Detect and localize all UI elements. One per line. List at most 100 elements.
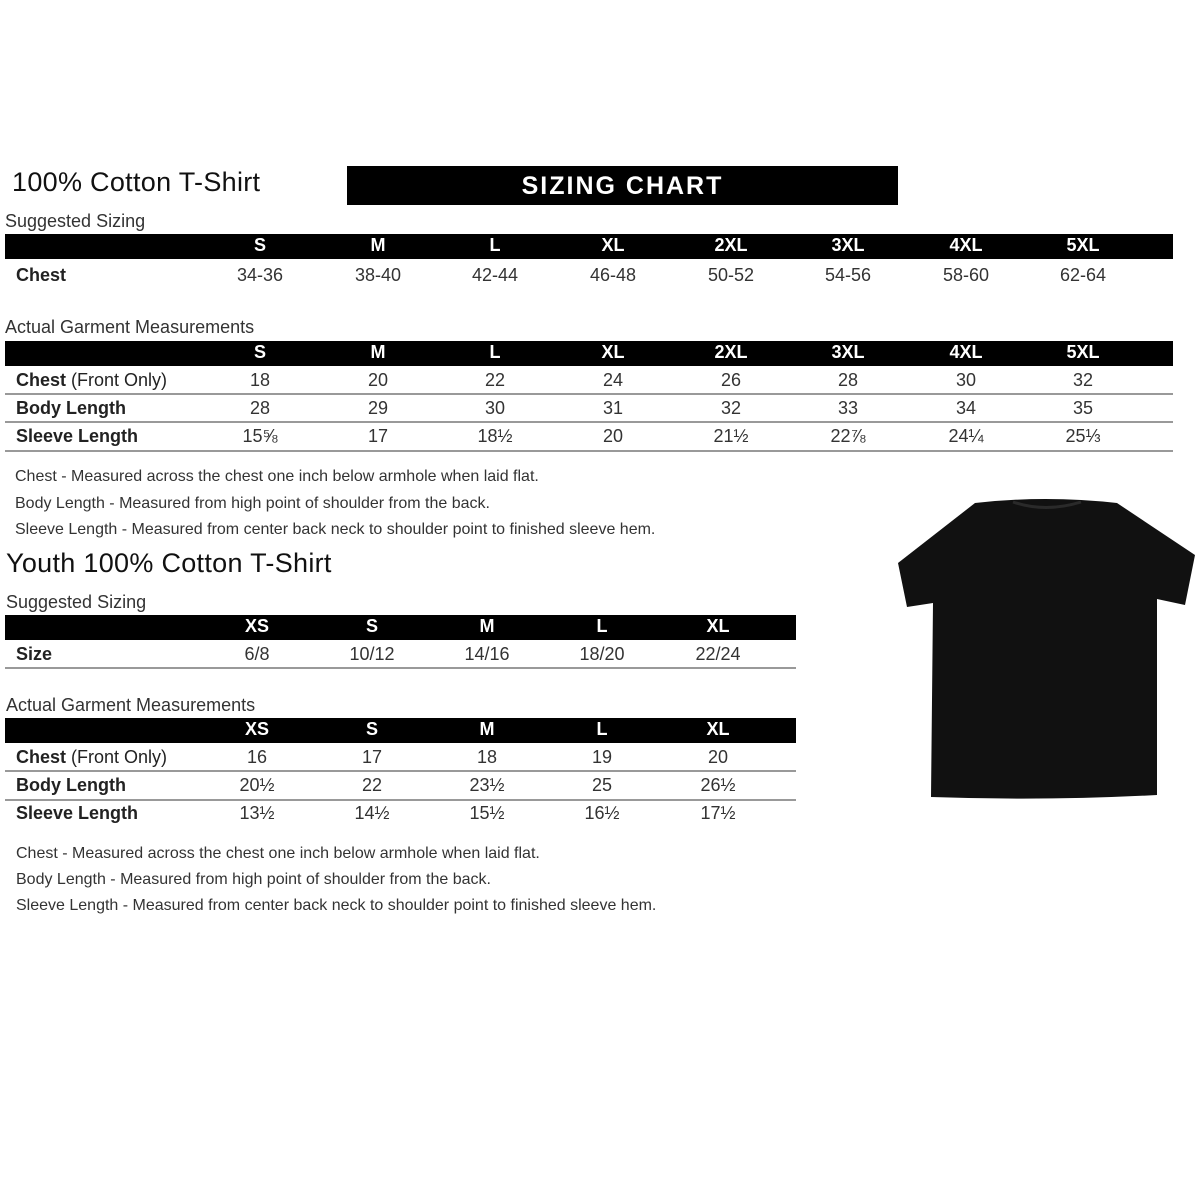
table-cell: 18½: [477, 426, 513, 446]
size-header: L: [489, 235, 501, 255]
size-header: 2XL: [714, 342, 748, 362]
header-bar: [5, 718, 796, 743]
row-label-main: Body Length: [16, 398, 126, 418]
black-tshirt-icon: [898, 499, 1195, 799]
table-cell: 62-64: [1059, 265, 1107, 285]
size-header: S: [253, 235, 267, 255]
row-label: Size: [16, 644, 52, 665]
note-line: Chest - Measured across the chest one in…: [16, 845, 540, 862]
row-label: Chest (Front Only): [16, 370, 167, 391]
size-header: L: [596, 616, 608, 636]
row-label-main: Sleeve Length: [16, 803, 139, 823]
adult-title: 100% Cotton T-Shirt: [12, 167, 261, 197]
size-header: S: [253, 342, 267, 362]
size-header: XL: [601, 235, 625, 255]
table-cell: 22/24: [695, 644, 741, 664]
note-line: Body Length - Measured from high point o…: [16, 871, 491, 888]
row-separator: [5, 667, 796, 669]
size-header: L: [489, 342, 501, 362]
row-label: Body Length: [16, 398, 126, 419]
table-cell: 17: [361, 747, 383, 767]
table-cell: 13½: [239, 803, 275, 823]
row-separator: [5, 770, 796, 772]
size-header: S: [365, 616, 379, 636]
size-header: 2XL: [714, 235, 748, 255]
table-cell: 15⅝: [242, 426, 278, 446]
size-header: M: [370, 235, 386, 255]
table-cell: 26: [720, 370, 742, 390]
table-cell: 18/20: [579, 644, 625, 664]
table-cell: 20: [602, 426, 624, 446]
table-cell: 31: [602, 398, 624, 418]
table-cell: 28: [837, 370, 859, 390]
table-cell: 10/12: [349, 644, 395, 664]
size-header: 3XL: [831, 235, 865, 255]
table-cell: 14½: [354, 803, 390, 823]
table-cell: 34: [955, 398, 977, 418]
table-cell: 26½: [700, 775, 736, 795]
size-header: XS: [244, 719, 270, 739]
table-cell: 32: [1072, 370, 1094, 390]
size-header: 4XL: [949, 235, 983, 255]
table-cell: 50-52: [707, 265, 755, 285]
table-cell: 17½: [700, 803, 736, 823]
table-cell: 25: [591, 775, 613, 795]
row-separator: [5, 799, 796, 801]
row-label-extra: (Front Only): [66, 747, 168, 767]
table-cell: 38-40: [354, 265, 402, 285]
table-cell: 18: [249, 370, 271, 390]
note-line: Sleeve Length - Measured from center bac…: [16, 897, 657, 914]
row-separator: [5, 450, 1173, 452]
table-cell: 30: [955, 370, 977, 390]
table-cell: 25⅓: [1065, 426, 1101, 446]
size-header: XS: [244, 616, 270, 636]
size-header: 5XL: [1066, 342, 1100, 362]
table-cell: 22: [361, 775, 383, 795]
table-cell: 20: [367, 370, 389, 390]
table-cell: 16½: [584, 803, 620, 823]
table-cell: 29: [367, 398, 389, 418]
size-header: M: [479, 616, 495, 636]
table-cell: 16: [246, 747, 268, 767]
table-cell: 33: [837, 398, 859, 418]
table-cell: 30: [484, 398, 506, 418]
size-header: L: [596, 719, 608, 739]
youth-actual-label: Actual Garment Measurements: [6, 695, 256, 715]
row-label: Body Length: [16, 775, 126, 796]
table-cell: 23½: [469, 775, 505, 795]
table-cell: 58-60: [942, 265, 990, 285]
row-label-extra: (Front Only): [66, 370, 168, 390]
row-label-main: Size: [16, 644, 53, 664]
table-cell: 28: [249, 398, 271, 418]
table-cell: 18: [476, 747, 498, 767]
row-label: Sleeve Length: [16, 426, 138, 447]
row-label-main: Chest: [16, 747, 67, 767]
table-cell: 34-36: [236, 265, 284, 285]
adult-suggested-label: Suggested Sizing: [5, 211, 146, 231]
adult-actual-label: Actual Garment Measurements: [5, 317, 255, 337]
row-label: Sleeve Length: [16, 803, 138, 824]
table-cell: 15½: [469, 803, 505, 823]
note-line: Body Length - Measured from high point o…: [15, 495, 490, 512]
size-header: S: [365, 719, 379, 739]
table-cell: 42-44: [471, 265, 519, 285]
table-cell: 19: [591, 747, 613, 767]
size-header: XL: [601, 342, 625, 362]
size-header: M: [370, 342, 386, 362]
size-header: 3XL: [831, 342, 865, 362]
table-cell: 6/8: [244, 644, 270, 664]
row-label-main: Sleeve Length: [16, 426, 139, 446]
sizing-chart-banner: SIZING CHART: [347, 166, 898, 205]
header-bar: [5, 615, 796, 640]
youth-title: Youth 100% Cotton T-Shirt: [6, 548, 332, 578]
header-bar: [5, 341, 1173, 366]
table-cell: 20: [707, 747, 729, 767]
row-separator: [5, 393, 1173, 395]
table-cell: 46-48: [589, 265, 637, 285]
table-cell: 24¼: [948, 426, 984, 446]
size-header: M: [479, 719, 495, 739]
row-separator: [5, 421, 1173, 423]
row-label-main: Chest: [16, 370, 67, 390]
table-cell: 14/16: [464, 644, 510, 664]
table-cell: 32: [720, 398, 742, 418]
